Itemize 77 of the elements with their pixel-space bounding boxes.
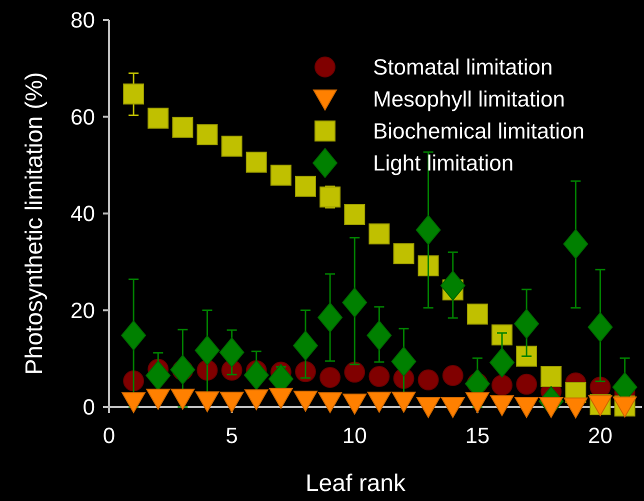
point (418, 369, 439, 390)
point (220, 392, 244, 413)
x-tick-label: 10 (342, 423, 367, 448)
y-tick-label: 20 (70, 298, 95, 323)
y-tick-label: 80 (70, 8, 95, 33)
point (416, 397, 440, 418)
point (342, 288, 368, 318)
point (123, 84, 144, 105)
point (244, 360, 269, 390)
point (368, 223, 390, 244)
y-tick-label: 60 (70, 104, 95, 130)
point (442, 365, 464, 386)
point (146, 388, 170, 410)
x-tick-label: 20 (588, 423, 612, 448)
point (418, 255, 439, 276)
point (195, 391, 220, 412)
point (393, 243, 414, 264)
point (293, 330, 318, 361)
y-tick-label: 40 (70, 201, 95, 226)
point (122, 392, 146, 414)
point (320, 186, 341, 208)
point (170, 388, 195, 410)
legend-label: Light limitation (373, 150, 514, 176)
point (123, 370, 144, 392)
point (540, 366, 562, 388)
point (514, 308, 540, 339)
point (416, 214, 441, 245)
point (318, 302, 343, 333)
point (344, 204, 366, 225)
x-axis-title: Leaf rank (305, 470, 407, 497)
point (172, 116, 194, 138)
point (563, 228, 588, 259)
point (170, 354, 196, 385)
point (367, 392, 392, 413)
legend-label: Mesophyll limitation (373, 86, 565, 112)
point (516, 346, 538, 367)
x-tick-label: 5 (226, 423, 238, 448)
point (514, 397, 539, 418)
point (219, 337, 244, 368)
point (295, 176, 316, 197)
point (344, 362, 366, 383)
point (268, 388, 293, 409)
point (490, 395, 514, 416)
legend-label: Biochemical limitation (373, 118, 585, 144)
point (318, 392, 342, 414)
legend-label: Stomatal limitation (373, 54, 553, 80)
point (221, 136, 242, 157)
point (465, 392, 490, 414)
point (294, 390, 318, 412)
point (391, 346, 416, 377)
point (491, 324, 512, 346)
point (539, 397, 564, 418)
point (588, 312, 613, 342)
point (148, 108, 169, 129)
point (440, 270, 466, 301)
point (366, 320, 392, 350)
point (320, 367, 341, 388)
y-axis-title: Photosynthetic limitation (%) (21, 72, 48, 375)
point (564, 398, 588, 418)
x-tick-label: 15 (465, 423, 490, 448)
point (196, 124, 218, 146)
point (121, 320, 146, 350)
point (466, 304, 488, 325)
point (368, 366, 390, 388)
point (516, 374, 538, 395)
point (440, 397, 465, 418)
x-tick-label: 0 (102, 423, 116, 448)
point (194, 335, 220, 366)
point (491, 374, 512, 396)
point (146, 360, 171, 391)
point (342, 394, 367, 415)
point (246, 152, 267, 173)
point (489, 347, 514, 378)
point (270, 164, 292, 186)
y-tick-label: 0 (82, 394, 95, 420)
point (244, 389, 268, 410)
point (392, 392, 416, 413)
